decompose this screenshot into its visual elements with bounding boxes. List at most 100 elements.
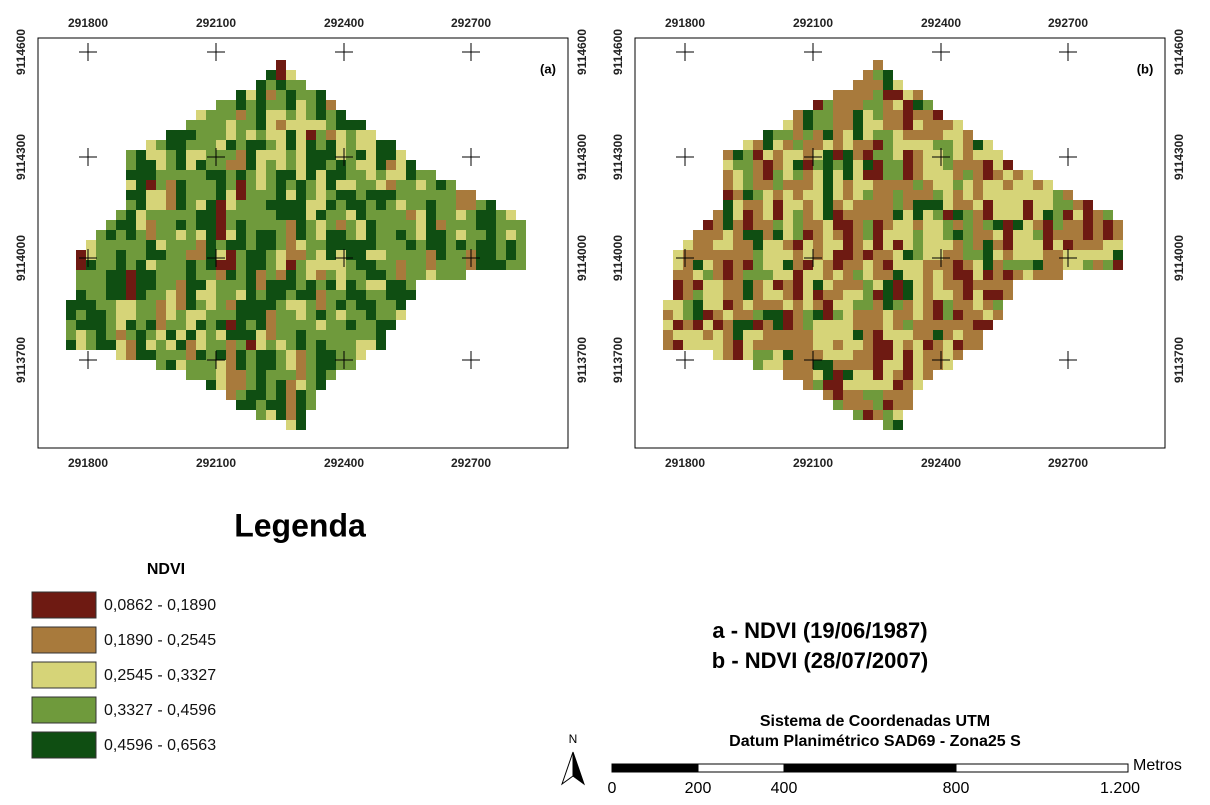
raster-cell [713, 270, 723, 280]
raster-cell [276, 350, 286, 360]
raster-cell [346, 210, 356, 220]
raster-cell [763, 350, 773, 360]
raster-cell [773, 130, 783, 140]
raster-cell [366, 170, 376, 180]
raster-cell [913, 340, 923, 350]
raster-cell [136, 290, 146, 300]
raster-cell [803, 120, 813, 130]
raster-cell [863, 360, 873, 370]
raster-cell [843, 370, 853, 380]
raster-cell [773, 170, 783, 180]
raster-cell [933, 110, 943, 120]
raster-cell [216, 150, 226, 160]
legend-label: 0,2545 - 0,3327 [104, 667, 216, 684]
raster-cell [873, 140, 883, 150]
raster-cell [236, 140, 246, 150]
raster-cell [1073, 220, 1083, 230]
raster-cell [436, 230, 446, 240]
raster-cell [753, 270, 763, 280]
raster-cell [246, 350, 256, 360]
raster-cell [853, 220, 863, 230]
raster-cell [266, 310, 276, 320]
raster-cell [326, 300, 336, 310]
raster-cell [963, 280, 973, 290]
raster-cell [833, 180, 843, 190]
raster-cell [316, 330, 326, 340]
raster-cell [1003, 260, 1013, 270]
raster-cell [116, 250, 126, 260]
raster-cell [943, 360, 953, 370]
raster-cell [943, 120, 953, 130]
raster-cell [803, 250, 813, 260]
raster-cell [793, 280, 803, 290]
raster-cell [76, 310, 86, 320]
raster-cell [236, 290, 246, 300]
raster-cell [286, 310, 296, 320]
raster-cell [216, 260, 226, 270]
raster-cell [933, 200, 943, 210]
raster-cell [833, 160, 843, 170]
raster-cell [386, 190, 396, 200]
raster-cell [913, 200, 923, 210]
raster-cell [336, 140, 346, 150]
raster-cell [266, 360, 276, 370]
raster-cell [903, 350, 913, 360]
raster-cell [913, 180, 923, 190]
raster-cell [246, 330, 256, 340]
raster-cell [733, 180, 743, 190]
raster-cell [116, 210, 126, 220]
raster-cell [923, 330, 933, 340]
raster-cell [753, 220, 763, 230]
raster-cell [176, 280, 186, 290]
raster-cell [166, 250, 176, 260]
raster-cell [853, 350, 863, 360]
raster-cell [903, 240, 913, 250]
y-coordinate-label: 9114600 [575, 29, 589, 75]
raster-cell [446, 270, 456, 280]
raster-cell [913, 270, 923, 280]
raster-cell [883, 340, 893, 350]
raster-cell [176, 210, 186, 220]
raster-cell [743, 290, 753, 300]
raster-cell [833, 130, 843, 140]
raster-cell [793, 150, 803, 160]
raster-cell [306, 270, 316, 280]
raster-cell [226, 290, 236, 300]
raster-cell [893, 80, 903, 90]
raster-cell [803, 190, 813, 200]
raster-cell [296, 230, 306, 240]
raster-cell [336, 120, 346, 130]
x-coordinate-label: 292400 [921, 16, 961, 30]
raster-cell [943, 220, 953, 230]
raster-cell [226, 100, 236, 110]
raster-cell [76, 250, 86, 260]
raster-cell [853, 320, 863, 330]
raster-cell [933, 170, 943, 180]
raster-cell [1053, 240, 1063, 250]
raster-cell [843, 290, 853, 300]
raster-cell [206, 190, 216, 200]
raster-cell [943, 270, 953, 280]
y-coordinate-label: 9114000 [611, 235, 625, 281]
raster-cell [66, 320, 76, 330]
raster-cell [943, 190, 953, 200]
raster-cell [396, 200, 406, 210]
raster-cell [713, 350, 723, 360]
raster-cell [276, 290, 286, 300]
raster-cell [306, 130, 316, 140]
raster-cell [296, 420, 306, 430]
raster-cell [316, 120, 326, 130]
raster-cell [426, 180, 436, 190]
raster-cell [713, 240, 723, 250]
raster-cell [823, 370, 833, 380]
raster-cell [186, 350, 196, 360]
raster-cell [186, 330, 196, 340]
raster-cell [783, 330, 793, 340]
raster-cell [146, 260, 156, 270]
raster-cell [296, 170, 306, 180]
raster-cell [1023, 200, 1033, 210]
raster-cell [863, 390, 873, 400]
raster-cell [396, 260, 406, 270]
raster-cell [833, 380, 843, 390]
raster-cell [326, 170, 336, 180]
